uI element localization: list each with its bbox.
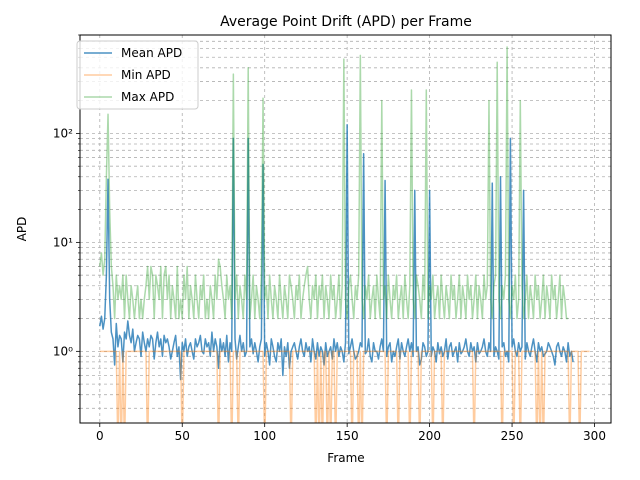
x-tick-label: 150: [336, 429, 359, 443]
y-tick-label: 10⁰: [53, 344, 73, 358]
chart-title: Average Point Drift (APD) per Frame: [220, 14, 472, 30]
axis-ticks: 0 50 100 150 200 250 300 10⁰ 10¹ 10²: [53, 34, 606, 443]
series-line-min: [99, 350, 590, 423]
legend-box: [76, 40, 199, 110]
x-tick-label: 250: [501, 429, 524, 443]
legend-label-mean: Mean APD: [121, 46, 182, 60]
x-tick-label: 200: [418, 429, 441, 443]
legend-label-min: Min APD: [121, 68, 171, 82]
x-axis-label: Frame: [327, 451, 364, 465]
x-tick-label: 0: [96, 429, 104, 443]
x-tick-label: 300: [583, 429, 606, 443]
y-tick-label: 10²: [53, 126, 73, 140]
x-tick-label: 50: [175, 429, 190, 443]
plot-area-frame: [79, 34, 612, 424]
legend: Mean APD Min APD Max APD: [76, 40, 199, 110]
y-tick-label: 10¹: [53, 235, 73, 249]
legend-label-max: Max APD: [121, 90, 174, 104]
y-axis-label: APD: [15, 217, 29, 242]
series-lines: [99, 46, 590, 423]
series-line-max: [99, 46, 569, 320]
x-tick-label: 100: [253, 429, 276, 443]
series-line-mean: [99, 124, 574, 381]
